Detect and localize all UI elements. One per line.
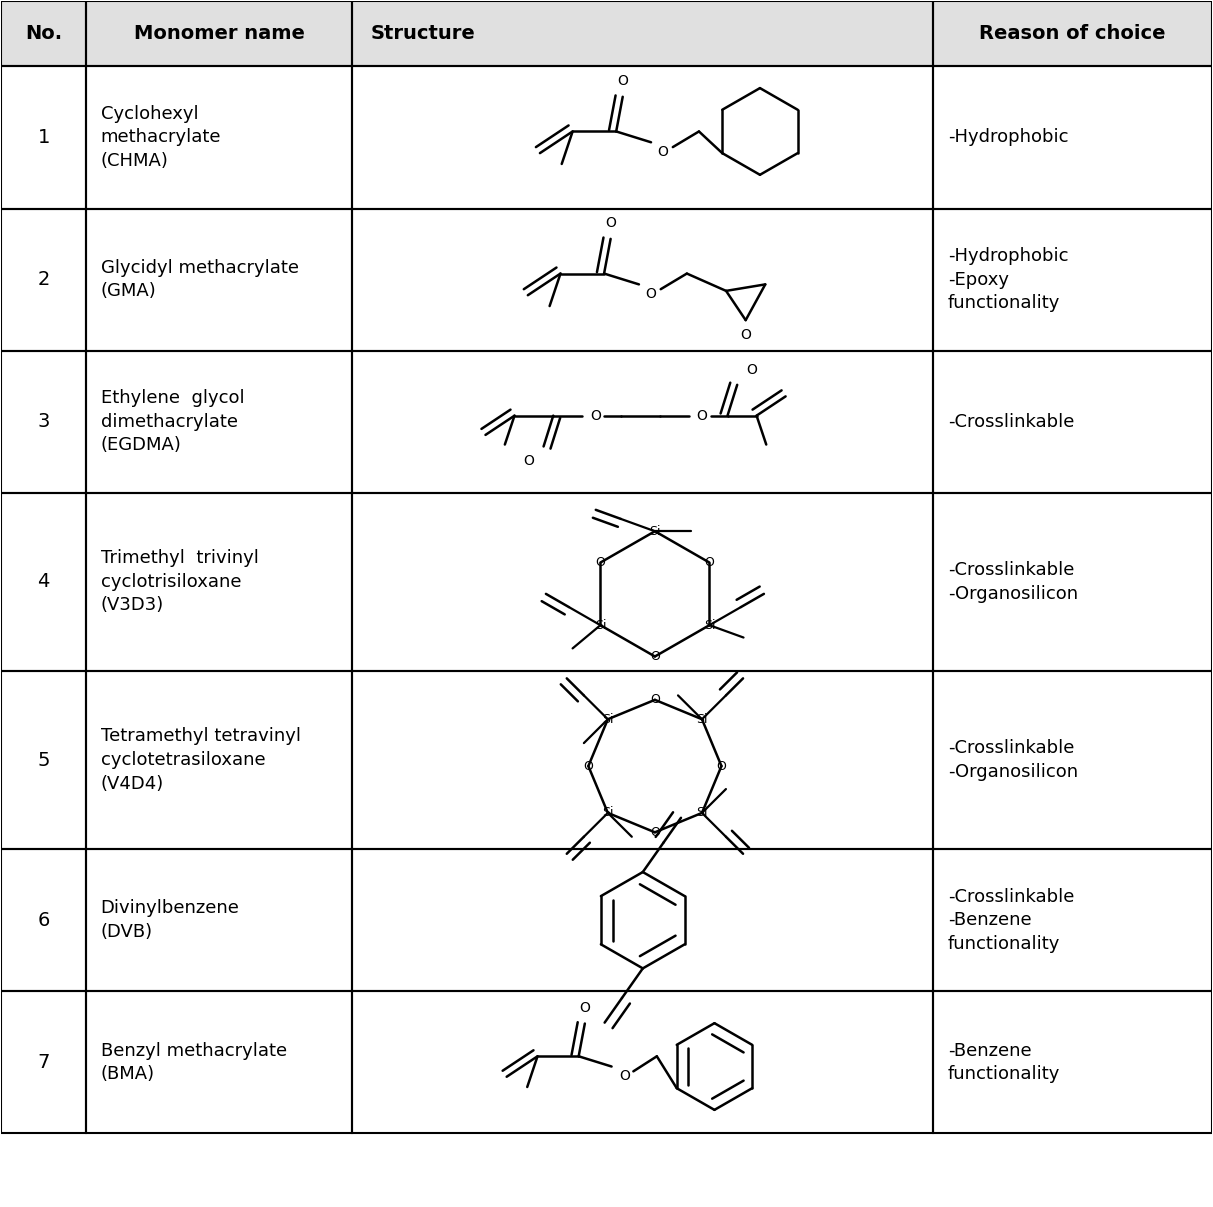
Text: Si: Si <box>696 806 707 820</box>
Text: O: O <box>617 74 628 88</box>
Text: 4: 4 <box>38 572 50 591</box>
Text: O: O <box>657 145 668 159</box>
Bar <box>1 1 86 66</box>
Text: O: O <box>740 327 751 342</box>
Bar <box>933 671 1212 850</box>
Text: Structure: Structure <box>370 24 475 43</box>
Bar <box>933 492 1212 671</box>
Text: 3: 3 <box>38 412 50 431</box>
Text: -Hydrophobic
-Epoxy
functionality: -Hydrophobic -Epoxy functionality <box>947 247 1069 313</box>
Bar <box>933 850 1212 991</box>
Text: Si: Si <box>696 713 707 725</box>
Text: O: O <box>605 216 616 231</box>
Bar <box>86 1 352 66</box>
Text: Si: Si <box>594 619 606 631</box>
Text: O: O <box>580 1001 591 1015</box>
Bar <box>352 350 933 492</box>
Text: 5: 5 <box>38 751 50 770</box>
Bar <box>1 991 86 1133</box>
Bar <box>352 991 933 1133</box>
Text: O: O <box>746 363 757 378</box>
Bar <box>1 492 86 671</box>
Bar <box>86 492 352 671</box>
Text: Si: Si <box>704 619 716 631</box>
Text: Benzyl methacrylate
(BMA): Benzyl methacrylate (BMA) <box>101 1042 286 1083</box>
Text: O: O <box>620 1069 631 1083</box>
Bar <box>86 671 352 850</box>
Bar <box>1 350 86 492</box>
Bar <box>352 671 933 850</box>
Text: Glycidyl methacrylate
(GMA): Glycidyl methacrylate (GMA) <box>101 258 298 301</box>
Bar <box>86 1 352 66</box>
Text: O: O <box>650 826 660 839</box>
Bar <box>352 492 933 671</box>
Text: 6: 6 <box>38 911 50 929</box>
Text: Divinylbenzene
(DVB): Divinylbenzene (DVB) <box>101 899 239 941</box>
Text: Si: Si <box>602 806 614 820</box>
Bar <box>1 671 86 850</box>
Bar <box>933 1 1212 66</box>
Text: Si: Si <box>649 525 661 538</box>
Text: O: O <box>650 651 660 663</box>
Text: 2: 2 <box>38 270 50 288</box>
Bar <box>352 1 933 66</box>
Bar <box>86 209 352 350</box>
Text: O: O <box>705 556 714 568</box>
Text: O: O <box>696 409 707 422</box>
Text: -Crosslinkable
-Organosilicon: -Crosslinkable -Organosilicon <box>947 561 1078 602</box>
Bar <box>86 850 352 991</box>
Text: O: O <box>645 287 656 301</box>
Text: O: O <box>591 409 602 422</box>
Bar <box>352 209 933 350</box>
Text: -Benzene
functionality: -Benzene functionality <box>947 1042 1060 1083</box>
Text: O: O <box>583 759 593 772</box>
Bar <box>933 350 1212 492</box>
Bar <box>86 66 352 209</box>
Text: -Crosslinkable: -Crosslinkable <box>947 413 1075 431</box>
Text: Monomer name: Monomer name <box>133 24 304 43</box>
Bar <box>933 991 1212 1133</box>
Bar <box>933 1 1212 66</box>
Text: O: O <box>717 759 727 772</box>
Bar <box>1 850 86 991</box>
Text: O: O <box>524 454 535 468</box>
Text: 7: 7 <box>38 1053 50 1072</box>
Text: Reason of choice: Reason of choice <box>979 24 1166 43</box>
Bar <box>933 66 1212 209</box>
Bar <box>352 1 933 66</box>
Text: -Crosslinkable
-Organosilicon: -Crosslinkable -Organosilicon <box>947 739 1078 781</box>
Text: Tetramethyl tetravinyl
cyclotetrasiloxane
(V4D4): Tetramethyl tetravinyl cyclotetrasiloxan… <box>101 728 301 793</box>
Text: O: O <box>596 556 605 568</box>
Bar <box>86 991 352 1133</box>
Bar <box>86 350 352 492</box>
Text: Trimethyl  trivinyl
cyclotrisiloxane
(V3D3): Trimethyl trivinyl cyclotrisiloxane (V3D… <box>101 549 258 614</box>
Text: 1: 1 <box>38 128 50 147</box>
Text: Si: Si <box>602 713 614 725</box>
Bar <box>1 66 86 209</box>
Bar <box>1 1 86 66</box>
Text: No.: No. <box>25 24 62 43</box>
Text: Ethylene  glycol
dimethacrylate
(EGDMA): Ethylene glycol dimethacrylate (EGDMA) <box>101 389 244 454</box>
Text: -Crosslinkable
-Benzene
functionality: -Crosslinkable -Benzene functionality <box>947 887 1075 952</box>
Bar <box>352 66 933 209</box>
Text: Cyclohexyl
methacrylate
(CHMA): Cyclohexyl methacrylate (CHMA) <box>101 105 221 170</box>
Bar <box>933 209 1212 350</box>
Text: -Hydrophobic: -Hydrophobic <box>947 128 1069 146</box>
Text: O: O <box>650 693 660 706</box>
Bar <box>352 850 933 991</box>
Bar <box>1 209 86 350</box>
